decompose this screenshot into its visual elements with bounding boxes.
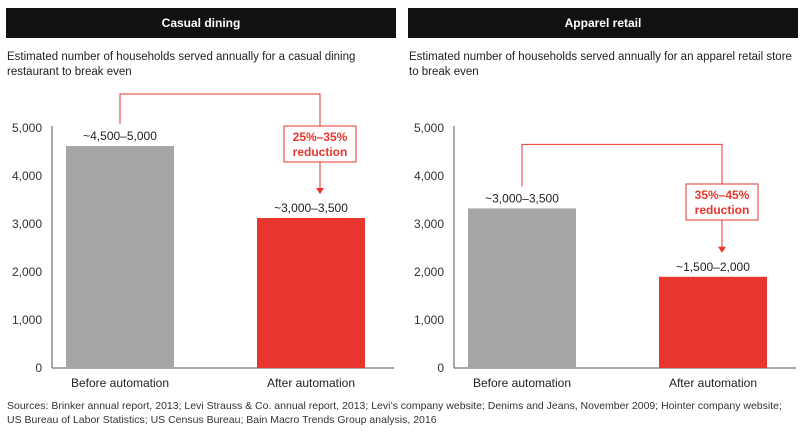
annotation-box <box>685 183 759 221</box>
annotation-label: reduction <box>695 203 750 217</box>
bar <box>66 146 174 368</box>
chart-panel-casual-dining: Casual dining Estimated number of househ… <box>6 8 396 390</box>
bar <box>659 276 767 368</box>
y-tick-label: 4,000 <box>12 169 42 183</box>
x-tick-label: After automation <box>267 376 355 390</box>
x-tick-label: Before automation <box>71 376 169 390</box>
chart-panel-apparel-retail: Apparel retail Estimated number of house… <box>408 8 798 390</box>
y-tick-label: 0 <box>437 361 444 375</box>
x-tick-label: After automation <box>669 376 757 390</box>
data-label: ~4,500–5,000 <box>83 129 157 143</box>
y-tick-label: 2,000 <box>414 265 444 279</box>
y-tick-label: 2,000 <box>12 265 42 279</box>
y-tick-label: 1,000 <box>12 313 42 327</box>
data-label: ~3,000–3,500 <box>274 201 348 215</box>
connector-line <box>521 143 723 187</box>
bar <box>257 218 365 368</box>
y-tick-label: 3,000 <box>12 217 42 231</box>
annotation-box <box>283 125 357 163</box>
y-tick-label: 4,000 <box>414 169 444 183</box>
y-tick-label: 5,000 <box>414 121 444 135</box>
panel-title: Apparel retail <box>408 8 798 38</box>
y-tick-label: 5,000 <box>12 121 42 135</box>
annotation-label: 25%–35% <box>293 130 348 144</box>
data-label: ~3,000–3,500 <box>485 191 559 205</box>
arrow-head <box>316 188 324 194</box>
bar-chart-apparel-retail: 0 1,000 2,000 3,000 4,000 5,000 ~3,000–3,500 Be… <box>414 121 796 390</box>
annotation-label: 35%–45% <box>695 188 750 202</box>
x-tick-label: Before automation <box>473 376 571 390</box>
bar-chart-casual-dining: 0 1,000 2,000 3,000 4,000 5,000 ~4,500–5,000 Be… <box>12 93 394 390</box>
annotation-label: reduction <box>293 145 348 159</box>
y-tick-label: 0 <box>35 361 42 375</box>
data-label: ~1,500–2,000 <box>676 260 750 274</box>
y-tick-label: 1,000 <box>414 313 444 327</box>
y-tick-label: 3,000 <box>414 217 444 231</box>
connector-line <box>119 93 321 126</box>
bar <box>468 208 576 368</box>
sources-note: Sources: Brinker annual report, 2013; Le… <box>7 400 782 426</box>
chart-subtitle: Estimated number of households served an… <box>7 51 356 78</box>
chart-subtitle: Estimated number of households served an… <box>409 51 792 78</box>
arrow-head <box>718 246 726 253</box>
panel-title: Casual dining <box>6 8 396 38</box>
